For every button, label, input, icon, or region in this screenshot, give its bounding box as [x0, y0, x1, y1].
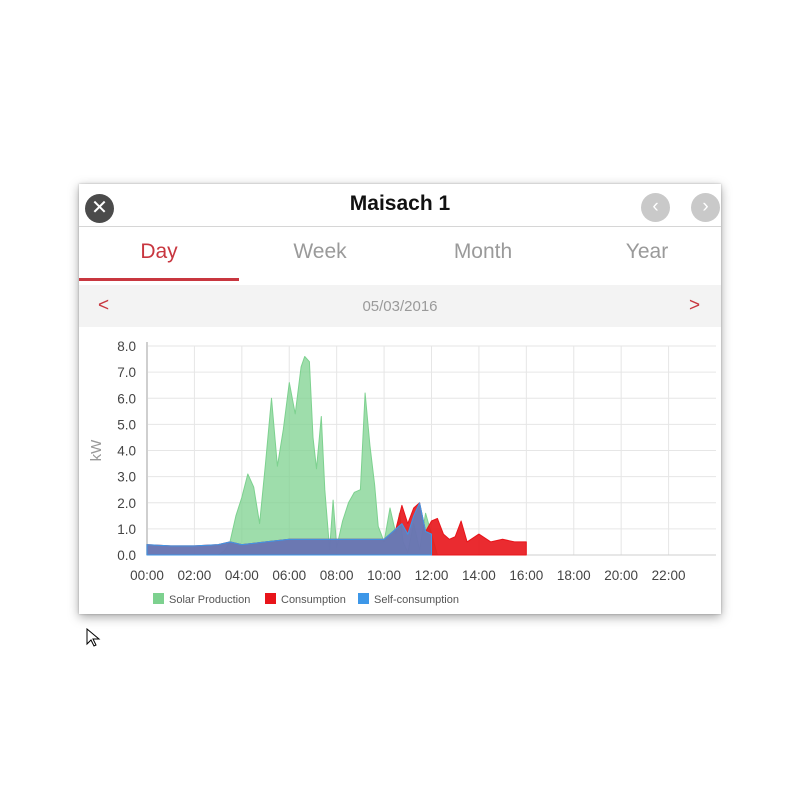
y-tick-label: 6.0: [117, 391, 136, 406]
date-label: 05/03/2016: [362, 298, 438, 315]
mouse-cursor-icon: [86, 628, 101, 647]
chevron-right-icon[interactable]: ›: [691, 193, 720, 222]
y-axis-label: kW: [88, 439, 105, 462]
x-tick-label: 20:00: [604, 568, 638, 583]
tab-day[interactable]: Day: [79, 227, 239, 282]
x-tick-label: 14:00: [462, 568, 496, 583]
x-tick-label: 22:00: [652, 568, 686, 583]
next-date-button[interactable]: >: [689, 295, 701, 316]
x-tick-label: 08:00: [320, 568, 354, 583]
y-tick-label: 5.0: [117, 417, 136, 432]
legend-label: Self-consumption: [374, 594, 459, 606]
page-title: Maisach 1: [349, 192, 451, 215]
series-solar-production-area: [146, 356, 438, 556]
x-tick-label: 10:00: [367, 568, 401, 583]
legend-label: Solar Production: [169, 594, 250, 606]
dialog-header: ✕ Maisach 1 ‹ ›: [79, 184, 721, 227]
tab-week[interactable]: Week: [293, 240, 347, 263]
x-tick-label: 12:00: [415, 568, 449, 583]
y-tick-label: 4.0: [117, 444, 136, 459]
legend-swatch: [265, 593, 276, 604]
y-tick-label: 0.0: [117, 548, 136, 563]
chevron-left-icon[interactable]: ‹: [641, 193, 670, 222]
tab-year[interactable]: Year: [625, 240, 669, 263]
y-tick-label: 1.0: [117, 522, 136, 537]
close-icon[interactable]: ✕: [85, 194, 114, 223]
energy-chart: 0.0 1.0 2.0 3.0 4.0 5.0 6.0 7.0 8.0 00:00 02:00 04:…: [88, 339, 716, 606]
y-tick-label: 3.0: [117, 470, 136, 485]
tab-month[interactable]: Month: [453, 240, 513, 263]
x-tick-label: 04:00: [225, 568, 259, 583]
previous-date-button[interactable]: <: [98, 295, 110, 316]
series-self-consumption-area: [146, 502, 432, 556]
y-tick-label: 8.0: [117, 339, 136, 354]
y-tick-label: 2.0: [117, 496, 136, 511]
x-tick-label: 18:00: [557, 568, 591, 583]
x-tick-label: 06:00: [272, 568, 306, 583]
legend-label: Consumption: [281, 594, 346, 606]
y-tick-label: 7.0: [117, 365, 136, 380]
x-tick-label: 16:00: [509, 568, 543, 583]
legend-swatch: [358, 593, 369, 604]
x-tick-label: 02:00: [178, 568, 212, 583]
date-bar: < 05/03/2016 >: [79, 285, 721, 327]
period-tabs: Day Week Month Year: [79, 227, 721, 282]
legend-swatch: [153, 593, 164, 604]
x-tick-label: 00:00: [130, 568, 164, 583]
chart-dialog: ✕ Maisach 1 ‹ › Day Week Month Year < 05…: [79, 184, 721, 614]
